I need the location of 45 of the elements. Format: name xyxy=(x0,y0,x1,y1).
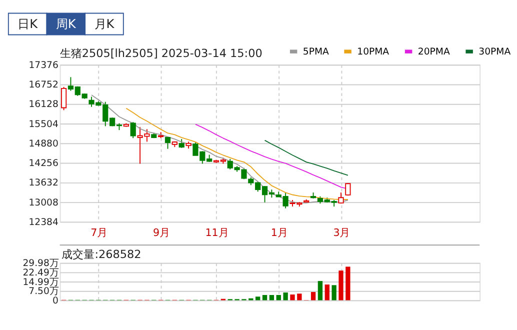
x-tick-label: 3月 xyxy=(333,227,350,240)
y-tick-label: 16128 xyxy=(28,99,58,110)
legend-label: 30PMA xyxy=(478,46,512,58)
bar xyxy=(346,266,350,300)
bar xyxy=(290,294,295,300)
candlestick xyxy=(60,86,67,111)
line-series xyxy=(264,140,348,176)
legend-label: 20PMA xyxy=(418,46,450,58)
y-tick-label: 15504 xyxy=(28,118,58,130)
x-tick-label: 9月 xyxy=(153,227,170,240)
bar xyxy=(324,284,330,300)
bar xyxy=(256,296,260,300)
y-tick-label: 14256 xyxy=(28,158,58,170)
text: 日K xyxy=(18,17,39,32)
y-tick-label: 14.99万 xyxy=(22,276,58,288)
bar xyxy=(276,294,281,300)
bar xyxy=(318,281,323,300)
y-tick-label: 17376 xyxy=(28,60,58,71)
y-tick-label: 29.98万 xyxy=(22,258,58,270)
bar xyxy=(338,270,344,300)
y-tick-label: 22.49万 xyxy=(22,267,58,278)
x-tick-label: 11月 xyxy=(205,227,228,240)
candlestick xyxy=(345,182,351,196)
bar xyxy=(283,292,288,300)
y-tick-label: 16752 xyxy=(28,80,58,91)
bar xyxy=(297,294,302,300)
chart-title: 生猪2505[lh2505] 2025-03-14 15:00 xyxy=(60,47,262,60)
y-tick-label: 13632 xyxy=(28,178,58,189)
bar xyxy=(310,292,316,300)
x-tick-label: 7月 xyxy=(90,227,108,240)
y-tick-label: 14880 xyxy=(28,138,58,150)
y-tick-label: 7.50万 xyxy=(28,286,58,298)
text: 周K xyxy=(56,17,77,32)
y-tick-label: 0 xyxy=(52,296,58,307)
y-tick-label: 13008 xyxy=(28,197,58,208)
y-tick-label: 12384 xyxy=(28,216,58,228)
legend-label: 5PMA xyxy=(302,46,330,58)
text: 月K xyxy=(94,17,116,32)
bar xyxy=(262,294,268,300)
candlestick xyxy=(130,122,136,139)
chart-title: 成交量:268582 xyxy=(62,248,142,262)
legend-label: 10PMA xyxy=(357,46,390,58)
bar xyxy=(269,294,274,300)
x-tick-label: 1月 xyxy=(270,227,288,240)
bar xyxy=(332,285,336,300)
